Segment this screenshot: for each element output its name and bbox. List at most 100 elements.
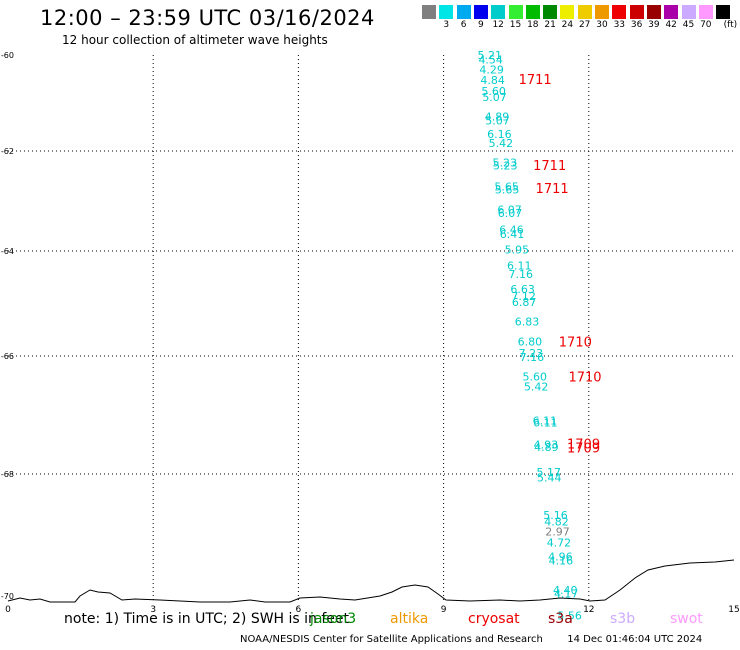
legend-label: 15 [509,20,522,30]
swh-value: 4.16 [549,555,574,568]
legend-swatch [646,5,661,19]
swh-value: 4.84 [480,74,505,87]
legend-swatch [681,5,696,19]
satellite-swot: swot [670,611,703,627]
timestamp-text: 14 Dec 01:46:04 UTC 2024 [567,634,703,645]
swh-value: 6.11 [533,417,558,430]
lat-label: -68 [1,470,14,479]
legend-label: 18 [527,20,539,30]
legend-swatch [698,5,713,19]
swh-value: 5.95 [505,244,529,257]
swh-value: 5.42 [524,381,549,394]
page-title: 12:00 – 23:59 UTC 03/16/2024 [40,6,375,30]
legend-swatch [456,5,471,19]
swh-value: 2.97 [545,525,570,538]
swh-value: 4.89 [485,110,510,123]
map-grid [8,55,734,602]
swh-value: 5.07 [485,114,510,127]
lon-label: 15 [728,605,739,615]
legend-swatch [543,5,558,19]
legend-swatch [716,5,731,19]
lon-label: 9 [441,605,447,615]
pass-number: 1711 [533,159,566,174]
legend-swatch [595,5,609,19]
legend-label: 33 [613,20,626,30]
swh-value: 6.46 [499,224,524,237]
swh-value: 5.23 [492,157,517,170]
page-subtitle: 12 hour collection of altimeter wave hei… [62,33,328,47]
legend-swatch [560,5,575,19]
swh-value: 4.40 [553,584,578,597]
swh-value: 6.07 [498,207,522,220]
swh-value: 6.87 [512,296,537,309]
legend-label: 21 [544,20,556,30]
swh-value: 6.83 [515,315,540,328]
coastline [7,559,735,603]
swh-value: 4.82 [544,516,569,529]
footer-credit: NOAA/NESDIS Center for Satellite Applica… [240,634,702,645]
lat-label: -66 [1,352,14,361]
swh-value: 4.93 [534,439,559,452]
legend-swatch [439,5,454,19]
swh-value: 6.80 [518,335,543,348]
lon-label: 3 [150,605,156,615]
legend-swatch [612,5,627,19]
swh-value: 7.16 [520,351,545,364]
pass-number: 1710 [568,371,601,386]
pass-number: 1710 [559,335,592,350]
lat-label: -62 [1,147,14,156]
swh-value: 7.23 [519,347,544,360]
axis-labels: -60 -62 -64 -66 -68 -70 0 3 6 9 12 15 [1,51,740,615]
legend-swatch [577,5,592,19]
swh-value: 4.29 [479,63,504,76]
legend-label: 42 [665,20,677,30]
legend-label: 45 [682,20,695,30]
legend-label: 39 [648,20,660,30]
legend-swatch [629,5,644,19]
credit-text: NOAA/NESDIS Center for Satellite Applica… [240,634,543,645]
swh-value: 5.42 [489,137,514,150]
swh-value: 6.41 [500,228,525,241]
swh-value: 6.63 [510,283,534,296]
swh-value: 4.89 [534,441,559,454]
swh-value: 5.56 [557,610,582,623]
legend-swatch [422,5,436,19]
legend-label: 30 [596,20,608,30]
lat-label: -60 [1,51,14,60]
swh-value: 6.16 [487,128,512,141]
legend-unit: (ft) [723,20,738,30]
lat-label: -64 [1,247,14,256]
footer-note: note: 1) Time is in UTC; 2) SWH is in fe… [64,611,350,627]
swh-value: 5.44 [537,472,562,485]
legend-label: 24 [561,20,574,30]
swh-value: 4.96 [548,550,573,563]
legend-swatch [525,5,540,19]
antarctic-coastline [7,559,735,603]
legend-label: 3 [443,20,450,30]
swh-value: 7.16 [508,268,533,281]
legend-label: 36 [630,20,643,30]
swh-value: 5.60 [481,85,506,98]
legend-swatch [491,5,506,19]
pass-number: 1709 [567,437,600,452]
swh-value: 5.23 [493,160,518,173]
swh-value: 5.65 [495,184,520,197]
legend-swatch [508,5,523,19]
swh-value: 6.11 [533,414,558,427]
satellite-jason3: jason3 [310,611,357,627]
legend-swatch [473,5,488,19]
swh-value: 4.54 [478,53,503,66]
legend-label: 9 [478,20,484,30]
swh-value: 5.16 [543,509,568,522]
legend-label: 6 [460,20,467,30]
pass-number: 1711 [536,182,569,197]
pass-number: 1711 [519,73,552,88]
lon-label: 6 [296,605,302,615]
swh-value: 4.17 [554,588,579,601]
legend-swatch [664,5,679,19]
legend-label: 70 [700,20,712,30]
swh-value: 5.17 [537,466,562,479]
swh-value: 5.65 [494,181,519,194]
